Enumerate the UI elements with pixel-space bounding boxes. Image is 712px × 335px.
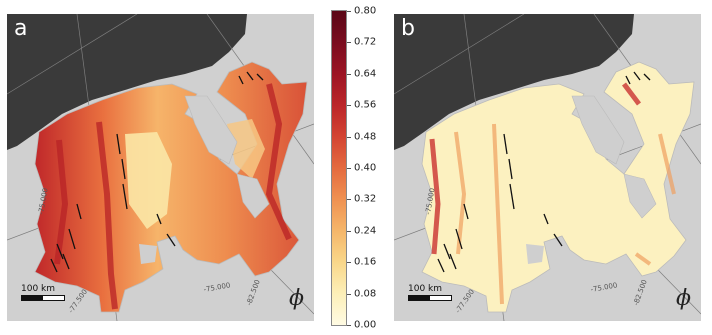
colorbar-tick-label: 0.32 (354, 193, 377, 205)
map-panel-b: b -75.000 -77.500 -75.000 -82.500 100 km… (394, 14, 701, 321)
colorbar-tick-label: 0.00 (354, 319, 377, 331)
ice-rise (184, 95, 238, 165)
variable-symbol: ϕ (289, 286, 304, 311)
colorbar-tick-label: 0.24 (354, 225, 377, 237)
panel-label: a (14, 16, 28, 41)
crevasse-marks (437, 71, 651, 273)
continent-mask (394, 14, 634, 150)
crevasse-marks (50, 71, 264, 273)
ice-rise (571, 95, 625, 165)
high-damage-streaks (429, 82, 641, 255)
ice-shelf-map (7, 14, 314, 321)
colorbar-tick-label: 0.64 (354, 68, 377, 80)
continent-mask (7, 14, 247, 150)
colorbar-tick-mark (347, 293, 351, 295)
colorbar-gradient (331, 10, 347, 326)
scale-bar: 100 km (404, 284, 456, 301)
panel-label: b (401, 16, 415, 41)
colorbar-tick-mark (347, 136, 351, 138)
map-panel-a: a -75.000 -77.500 -75.000 -82.500 100 km… (7, 14, 314, 321)
colorbar: 0.80 0.72 0.64 0.56 0.48 0.40 0.32 0.24 0.16 0.08… (328, 6, 388, 331)
scale-bar-label: 100 km (408, 284, 443, 294)
colorbar-tick-label: 0.72 (354, 36, 377, 48)
colorbar-tick-label: 0.56 (354, 99, 377, 111)
colorbar-tick-mark (347, 105, 351, 107)
colorbar-tick-mark (347, 42, 351, 44)
colorbar-tick-mark (347, 262, 351, 264)
colorbar-tick-label: 0.80 (354, 5, 377, 17)
colorbar-tick-label: 0.40 (354, 162, 377, 174)
high-damage-streaks (54, 83, 292, 310)
ice-rise (623, 173, 657, 219)
scale-bar-line (408, 295, 452, 301)
colorbar-tick-mark (347, 199, 351, 201)
ice-mid-region (227, 119, 265, 179)
colorbar-tick-label: 0.48 (354, 131, 377, 143)
ice-rise (139, 244, 157, 264)
colorbar-tick-mark (347, 73, 351, 75)
colorbar-tick-label: 0.16 (354, 256, 377, 268)
scale-bar-label: 100 km (21, 284, 56, 294)
variable-symbol: ϕ (676, 286, 691, 311)
scale-bar: 100 km (17, 284, 69, 301)
colorbar-tick-mark (347, 230, 351, 232)
scale-bar-line (21, 295, 65, 301)
ice-rise (526, 244, 544, 264)
ice-rise (236, 173, 270, 219)
colorbar-tick-mark (347, 168, 351, 169)
colorbar-tick-mark (347, 325, 351, 326)
mid-damage-streaks (454, 123, 676, 305)
ice-low-region (125, 132, 172, 229)
ice-shelf-map (394, 14, 701, 321)
colorbar-tick-mark (347, 11, 351, 12)
colorbar-tick-label: 0.08 (354, 288, 377, 300)
